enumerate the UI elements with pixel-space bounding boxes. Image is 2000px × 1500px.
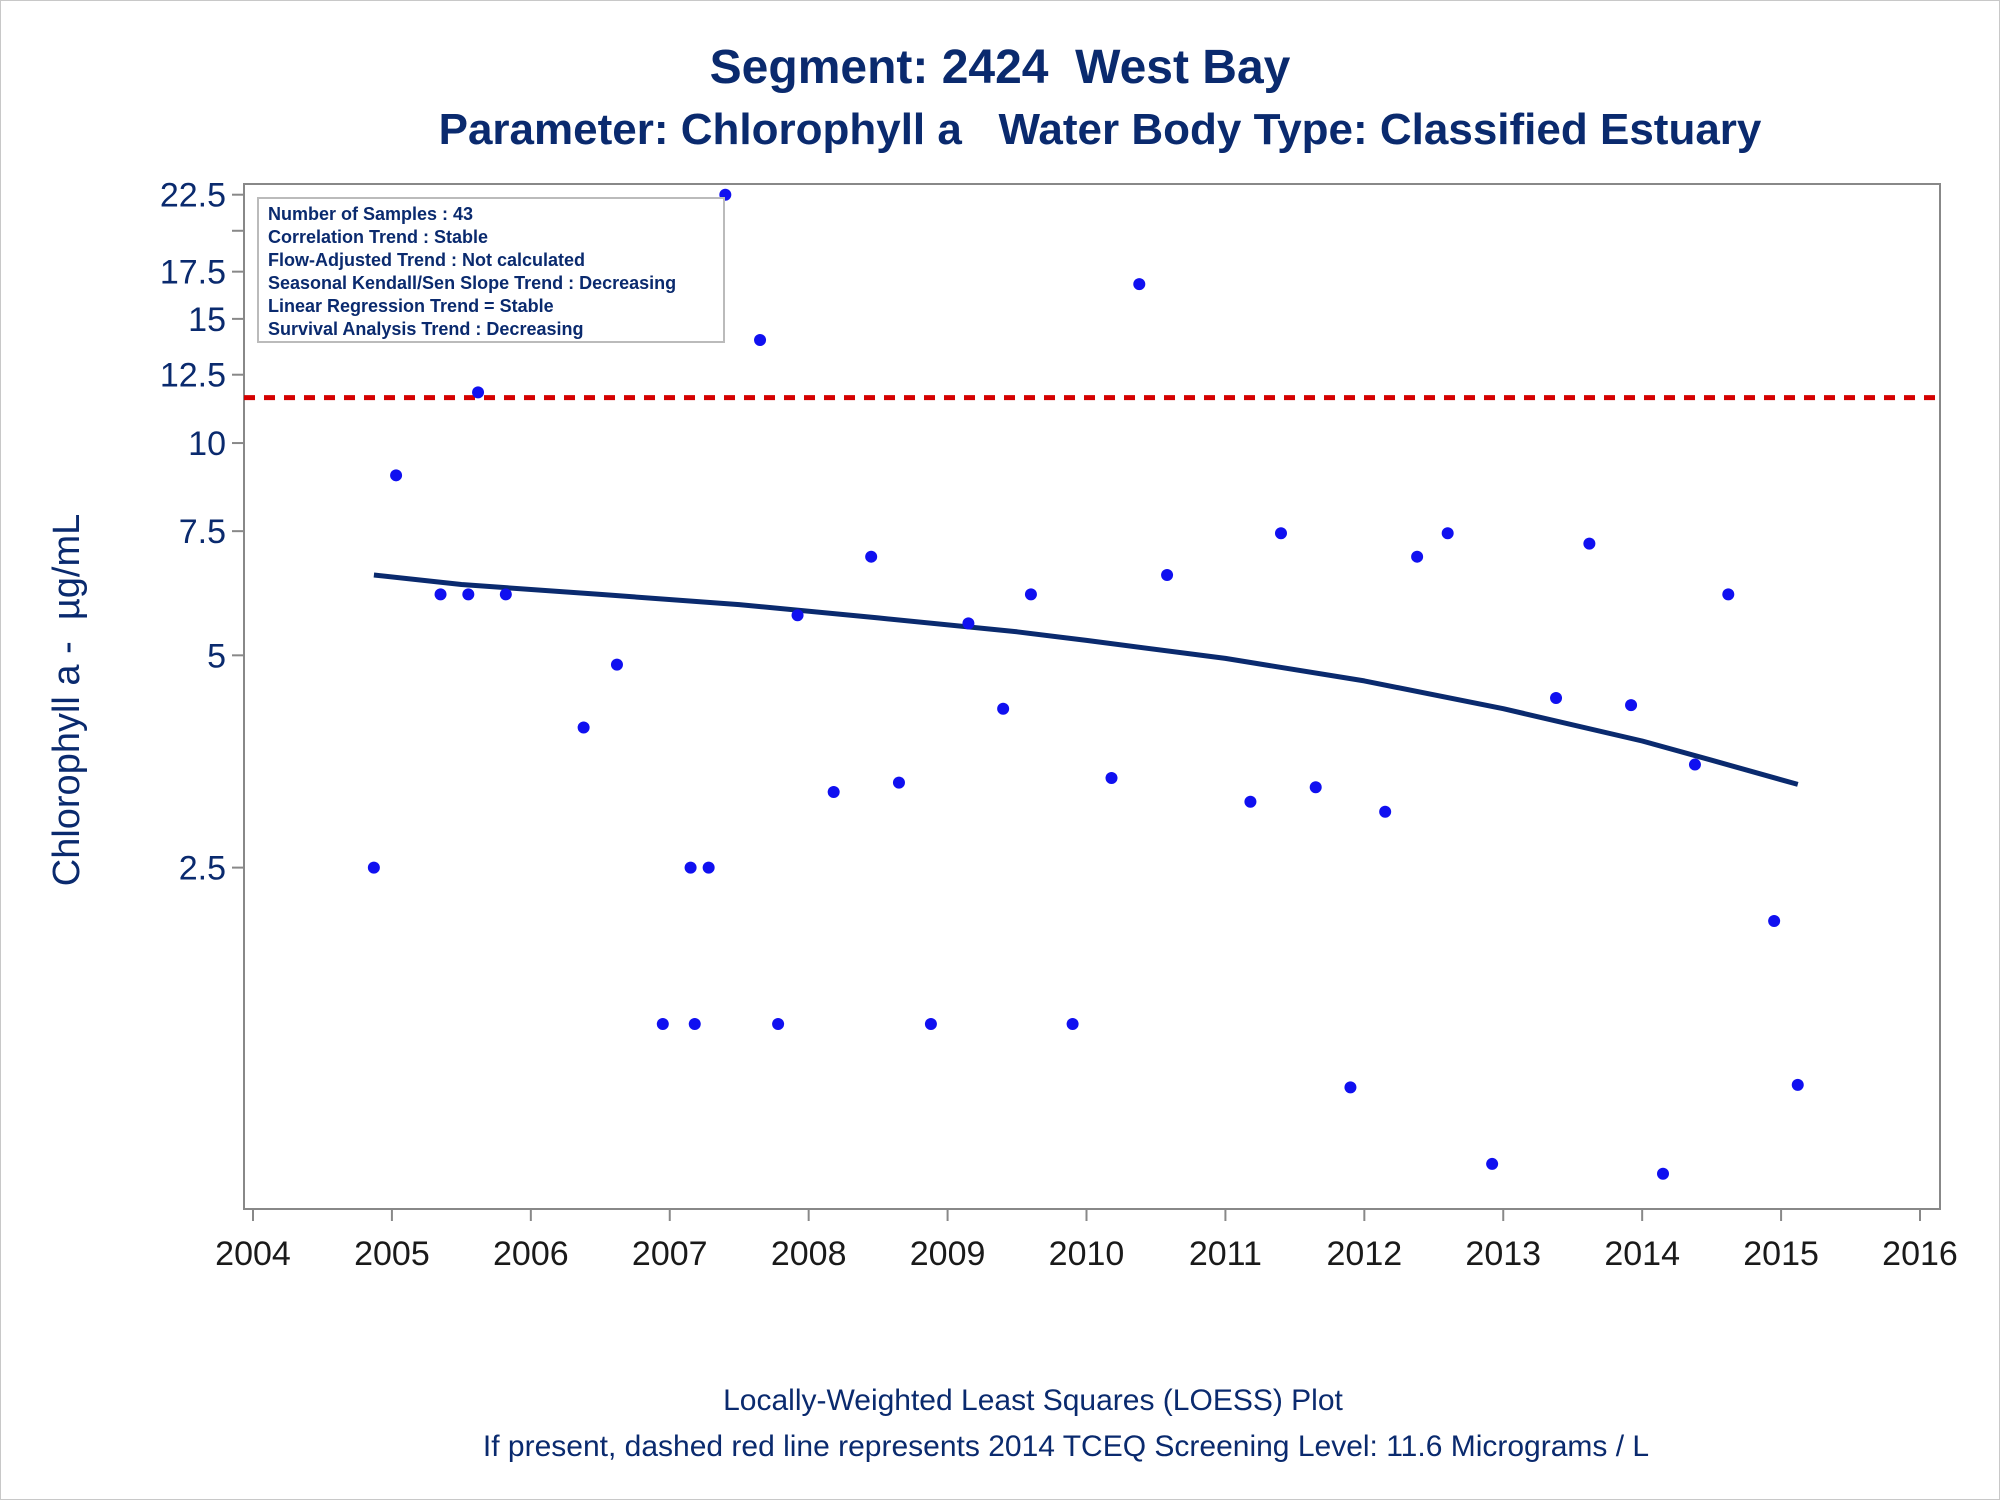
x-tick-label: 2015 — [1743, 1235, 1819, 1273]
data-point — [1722, 588, 1735, 601]
data-point — [1161, 568, 1174, 581]
x-tick-label: 2014 — [1604, 1235, 1680, 1273]
data-point — [997, 702, 1010, 715]
data-point — [827, 786, 840, 799]
data-point — [1379, 805, 1392, 818]
data-point — [1688, 758, 1701, 771]
data-point — [1024, 588, 1037, 601]
data-point — [688, 1018, 701, 1031]
data-point — [1274, 527, 1287, 540]
x-tick-label: 2007 — [632, 1235, 708, 1273]
data-point — [499, 588, 512, 601]
y-tick-label: 22.5 — [160, 177, 226, 215]
x-tick-label: 2011 — [1189, 1235, 1262, 1273]
data-point — [684, 861, 697, 874]
data-point — [924, 1018, 937, 1031]
footnote-screening: If present, dashed red line represents 2… — [482, 1430, 1650, 1463]
data-point — [1583, 537, 1596, 550]
data-point — [702, 861, 715, 874]
data-point — [1105, 771, 1118, 784]
data-point — [754, 334, 767, 347]
y-tick-label: 10 — [188, 425, 226, 463]
x-tick-label: 2013 — [1465, 1235, 1541, 1273]
data-point — [367, 861, 380, 874]
data-point — [472, 386, 485, 399]
stats-box-line: Survival Analysis Trend : Decreasing — [268, 319, 583, 339]
data-point — [772, 1018, 785, 1031]
y-tick-label: 7.5 — [179, 513, 226, 551]
y-tick-label: 17.5 — [160, 254, 226, 292]
y-tick-label: 5 — [207, 637, 226, 675]
data-point — [1768, 915, 1781, 928]
x-tick-label: 2010 — [1049, 1235, 1125, 1273]
data-point — [1344, 1081, 1357, 1094]
data-point — [865, 550, 878, 563]
data-point — [1791, 1078, 1804, 1091]
data-point — [1486, 1157, 1499, 1170]
stats-box-line: Correlation Trend : Stable — [268, 227, 488, 247]
chart-subtitle: Parameter: Chlorophyll a Water Body Type… — [438, 105, 1762, 154]
x-tick-label: 2008 — [771, 1235, 847, 1273]
x-tick-label: 2016 — [1882, 1235, 1958, 1273]
data-point — [656, 1018, 669, 1031]
data-point — [1657, 1167, 1670, 1180]
footnote-loess: Locally-Weighted Least Squares (LOESS) P… — [723, 1384, 1343, 1417]
stats-box — [257, 197, 725, 343]
y-tick-label: 12.5 — [160, 357, 226, 395]
x-tick-label: 2012 — [1327, 1235, 1403, 1273]
data-point — [1411, 550, 1424, 563]
data-point — [462, 588, 475, 601]
data-point — [1441, 527, 1454, 540]
x-tick-label: 2006 — [493, 1235, 569, 1273]
y-tick-label: 15 — [188, 301, 226, 339]
plot-area-frame — [243, 183, 1941, 1210]
data-point — [791, 609, 804, 622]
data-point — [1066, 1018, 1079, 1031]
data-point — [1625, 699, 1638, 712]
stats-box-line: Flow-Adjusted Trend : Not calculated — [268, 250, 585, 270]
x-tick-label: 2005 — [354, 1235, 430, 1273]
data-point — [434, 588, 447, 601]
chart-title: Segment: 2424 West Bay — [709, 41, 1291, 94]
data-point — [610, 658, 623, 671]
data-point — [1133, 278, 1146, 291]
stats-box-line: Linear Regression Trend = Stable — [268, 296, 554, 316]
x-tick-label: 2009 — [910, 1235, 986, 1273]
y-tick-label: 2.5 — [179, 850, 226, 888]
stats-box-line: Seasonal Kendall/Sen Slope Trend : Decre… — [268, 273, 676, 293]
x-tick-label: 2004 — [215, 1235, 291, 1273]
data-point — [1550, 691, 1563, 704]
data-point — [962, 617, 975, 630]
data-point — [892, 776, 905, 789]
data-point — [577, 721, 590, 734]
loess-curve — [373, 572, 1799, 787]
data-point — [390, 469, 403, 482]
data-point — [1244, 795, 1257, 808]
stats-box-line: Number of Samples : 43 — [268, 204, 473, 224]
data-point — [1309, 781, 1322, 794]
